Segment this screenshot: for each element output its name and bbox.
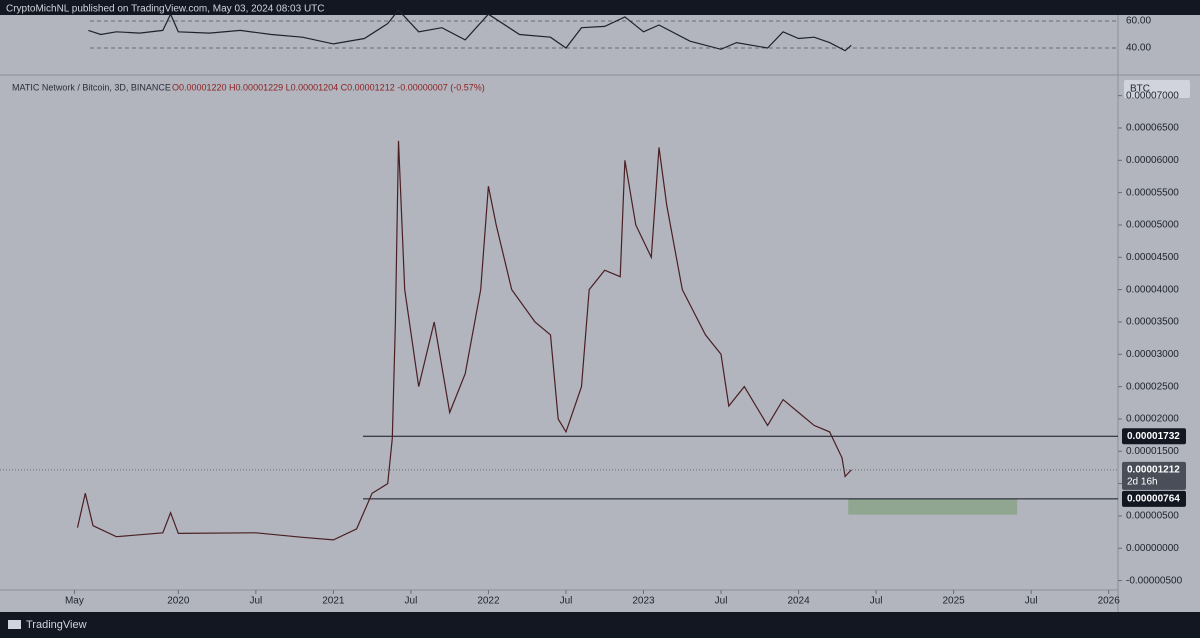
ohlc: O0.00001220 H0.00001229 L0.00001204 C0.0… — [172, 82, 485, 92]
x-tick-label: 2022 — [477, 596, 500, 607]
y-tick-label: 0.00004000 — [1126, 284, 1179, 295]
y-tick-label: 0.00002500 — [1126, 381, 1179, 392]
last-price-label: 0.00001212 — [1127, 465, 1180, 476]
x-tick-label: 2023 — [632, 596, 655, 607]
chart-bg — [0, 15, 1200, 612]
x-tick-label: Jul — [870, 596, 883, 607]
x-tick-label: 2021 — [322, 596, 345, 607]
price-line — [76, 140, 852, 541]
level-tag — [1122, 428, 1186, 445]
target-zone — [848, 498, 1018, 515]
y-tick-label: 0.00001500 — [1126, 446, 1179, 457]
y-tick-label: 0.00005500 — [1126, 187, 1179, 198]
y-tick-label: 0.00006500 — [1126, 123, 1179, 134]
y-tick-label: 0.00002000 — [1126, 414, 1179, 425]
y-tick-label: 0.00005000 — [1126, 220, 1179, 231]
x-tick-label: Jul — [405, 596, 418, 607]
currency-box — [1124, 80, 1190, 98]
y-tick-label: 0.00006000 — [1126, 155, 1179, 166]
y-tick-label: -0.00000500 — [1126, 575, 1183, 586]
x-tick-label: Jul — [1025, 596, 1038, 607]
x-tick-label: 2020 — [167, 596, 190, 607]
y-tick-label: 0.00003500 — [1126, 317, 1179, 328]
y-tick-label: 0.00007000 — [1126, 90, 1179, 101]
y-tick-label: 0.00004500 — [1126, 252, 1179, 263]
x-tick-label: 2026 — [1098, 596, 1121, 607]
price-line — [88, 9, 852, 52]
countdown: 2d 16h — [1127, 477, 1158, 488]
y-tick-label: 0.00003000 — [1126, 349, 1179, 360]
level-label: 0.00001732 — [1127, 431, 1180, 442]
chart-subtitle: MATIC Network / Bitcoin, 3D, BINANCE — [12, 82, 171, 92]
y-tick-label: 0.00000000 — [1126, 543, 1179, 554]
y-tick-label: 0.00000500 — [1126, 511, 1179, 522]
logo-icon — [8, 620, 21, 629]
currency: BTC — [1130, 84, 1150, 95]
x-tick-label: 2025 — [943, 596, 966, 607]
x-tick-label: Jul — [560, 596, 573, 607]
header-title: CryptoMichNL published on TradingView.co… — [6, 4, 325, 15]
x-tick-label: Jul — [249, 596, 262, 607]
footer-logo: TradingView — [26, 619, 87, 631]
level-tag — [1122, 490, 1186, 507]
x-tick-label: May — [65, 596, 84, 607]
last-price-tag — [1122, 461, 1186, 490]
level-label: 0.00000764 — [1127, 494, 1180, 505]
x-tick-label: 2024 — [787, 596, 810, 607]
y-tick-label: 60.00 — [1126, 16, 1151, 27]
y-tick-label: 40.00 — [1126, 43, 1151, 54]
x-tick-label: Jul — [715, 596, 728, 607]
